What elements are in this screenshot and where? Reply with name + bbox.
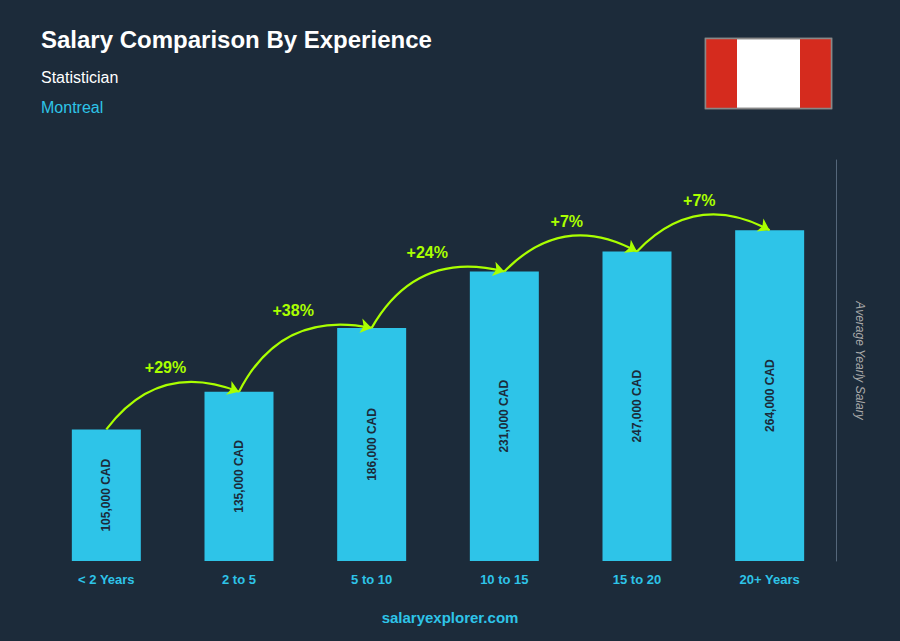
svg-text:+7%: +7% bbox=[551, 213, 583, 230]
svg-text:Salary Comparison By Experienc: Salary Comparison By Experience bbox=[41, 26, 432, 53]
svg-text:+7%: +7% bbox=[683, 192, 715, 209]
svg-text:10 to 15: 10 to 15 bbox=[480, 572, 528, 587]
svg-text:+38%: +38% bbox=[273, 302, 314, 319]
svg-text:231,000 CAD: 231,000 CAD bbox=[497, 380, 511, 453]
svg-text:15 to 20: 15 to 20 bbox=[613, 572, 661, 587]
svg-text:+24%: +24% bbox=[407, 244, 448, 261]
svg-text:2 to 5: 2 to 5 bbox=[222, 572, 256, 587]
svg-text:135,000 CAD: 135,000 CAD bbox=[232, 440, 246, 513]
svg-text:20+ Years: 20+ Years bbox=[740, 572, 800, 587]
svg-text:105,000 CAD: 105,000 CAD bbox=[99, 459, 113, 532]
svg-text:< 2 Years: < 2 Years bbox=[78, 572, 135, 587]
svg-text:5 to 10: 5 to 10 bbox=[351, 572, 392, 587]
svg-text:247,000 CAD: 247,000 CAD bbox=[630, 370, 644, 443]
svg-text:salaryexplorer.com: salaryexplorer.com bbox=[382, 609, 519, 626]
svg-text:186,000 CAD: 186,000 CAD bbox=[365, 408, 379, 481]
svg-text:264,000 CAD: 264,000 CAD bbox=[763, 359, 777, 432]
svg-text:Average Yearly Salary: Average Yearly Salary bbox=[853, 300, 867, 420]
svg-text:Statistician: Statistician bbox=[41, 69, 118, 86]
svg-text:Montreal: Montreal bbox=[41, 99, 103, 116]
svg-text:+29%: +29% bbox=[145, 359, 186, 376]
